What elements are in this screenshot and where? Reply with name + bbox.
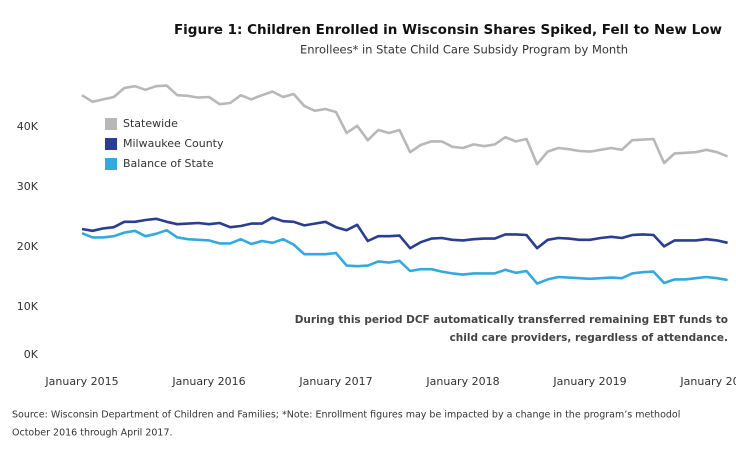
chart-title: Figure 1: Children Enrolled in Wisconsin…	[174, 22, 722, 38]
y-tick-label: 40K	[17, 120, 39, 133]
y-tick-label: 10K	[17, 300, 39, 313]
x-tick-label: January 2017	[298, 375, 372, 388]
x-tick-label: January 2018	[425, 375, 499, 388]
x-tick-label: January 2019	[552, 375, 626, 388]
x-tick-label: January 2016	[171, 375, 245, 388]
series-line	[81, 216, 728, 250]
annotation: child care providers, regardless of atte…	[450, 332, 728, 344]
series-line	[81, 84, 729, 166]
legend-label: Balance of State	[123, 157, 214, 170]
footnote: October 2016 through April 2017.	[12, 428, 173, 439]
legend-swatch	[105, 118, 117, 130]
legend-label: Statewide	[123, 117, 178, 130]
x-tick-label: January 2020	[679, 375, 736, 388]
y-tick-label: 20K	[17, 240, 39, 253]
legend-swatch	[105, 138, 117, 150]
x-tick-label: January 2015	[44, 375, 118, 388]
chart-subtitle: Enrollees* in State Child Care Subsidy P…	[300, 43, 628, 57]
annotation: During this period DCF automatically tra…	[295, 314, 728, 326]
legend-label: Milwaukee County	[123, 137, 224, 150]
y-tick-label: 0K	[24, 348, 39, 361]
series-line	[81, 228, 728, 285]
legend-swatch	[105, 158, 117, 170]
footnote: Source: Wisconsin Department of Children…	[12, 410, 680, 421]
y-tick-label: 30K	[17, 180, 39, 193]
